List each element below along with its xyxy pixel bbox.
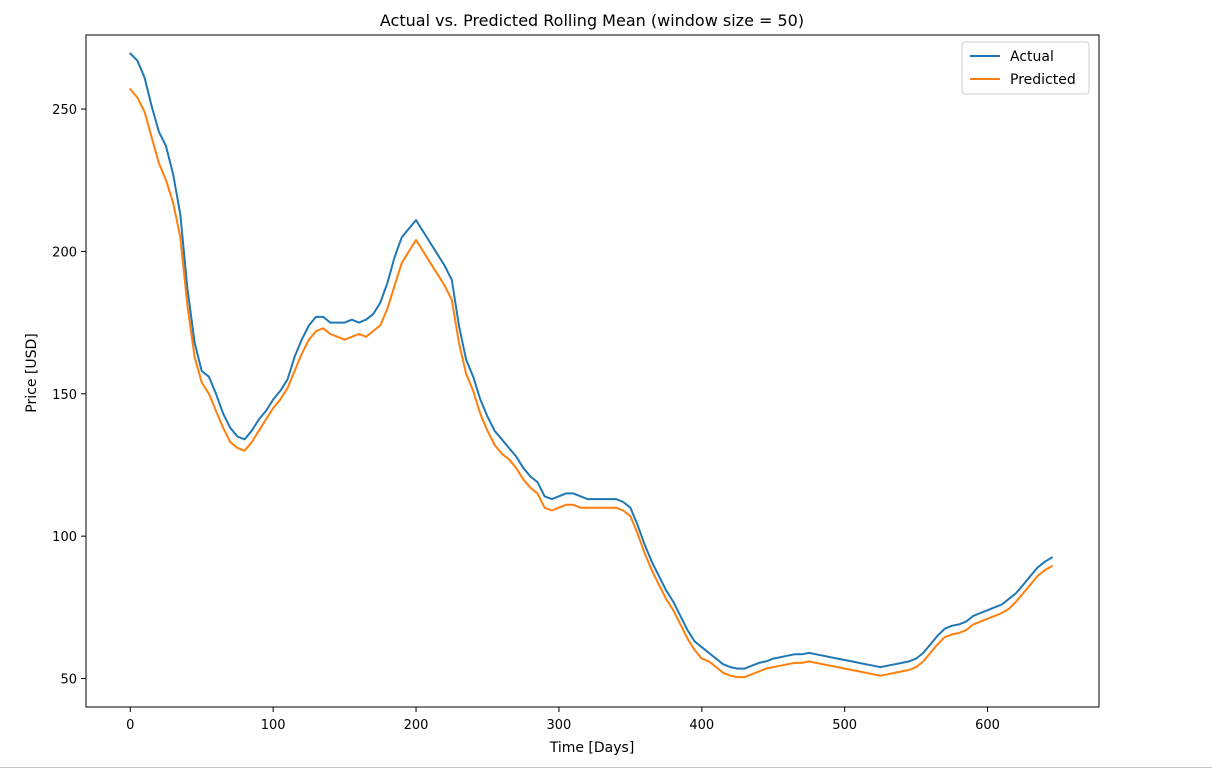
x-tick-label: 100 (261, 718, 286, 733)
legend-label-predicted: Predicted (1010, 72, 1076, 88)
x-axis-label: Time [Days] (549, 740, 635, 756)
y-tick-label: 50 (60, 673, 77, 688)
y-tick-label: 150 (52, 388, 77, 403)
x-tick-label: 300 (547, 718, 572, 733)
x-tick-label: 200 (404, 718, 429, 733)
series-line-predicted (129, 88, 1053, 679)
chart-title: Actual vs. Predicted Rolling Mean (windo… (380, 11, 804, 30)
series-line-actual (129, 52, 1053, 670)
axes: 0 100 200 300 400 500 600 50 100 150 200 250 (52, 34, 1100, 733)
x-tick-label: 500 (832, 718, 857, 733)
legend: Actual Predicted (961, 41, 1090, 95)
plot-frame (85, 34, 1100, 708)
x-tick-label: 0 (126, 718, 134, 733)
y-tick-label: 200 (52, 245, 77, 260)
x-tick-label: 600 (975, 718, 1000, 733)
plot-area (129, 52, 1053, 679)
bottom-divider (0, 767, 1212, 768)
x-tick-label: 400 (689, 718, 714, 733)
y-tick-label: 100 (52, 530, 77, 545)
y-tick-label: 250 (52, 103, 77, 118)
legend-label-actual: Actual (1010, 49, 1054, 65)
y-axis-label: Price [USD] (24, 333, 40, 412)
